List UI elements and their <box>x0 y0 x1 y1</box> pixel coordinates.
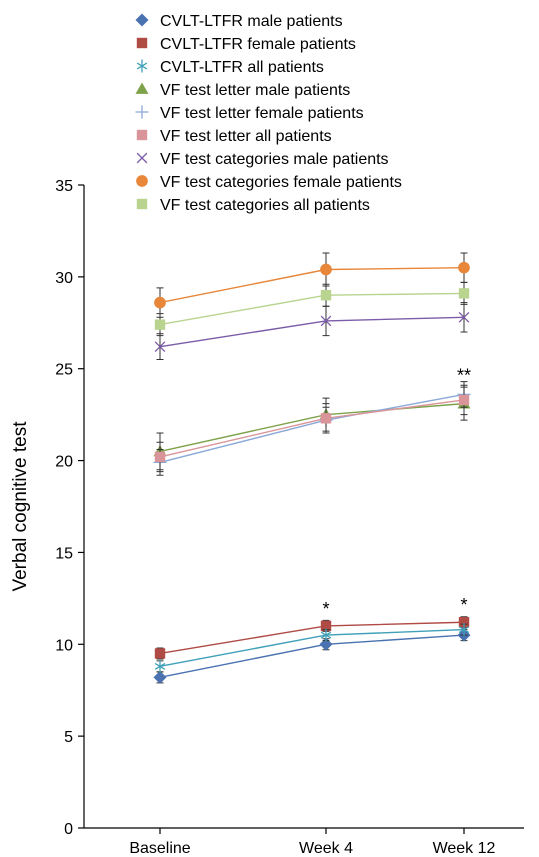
legend-label: CVLT-LTFR male patients <box>160 13 343 30</box>
legend-marker <box>135 105 149 119</box>
legend-label: VF test categories female patients <box>160 174 402 191</box>
data-point <box>320 263 332 276</box>
significance-marker: ** <box>457 366 471 386</box>
y-tick-label: 30 <box>55 270 73 287</box>
x-tick-label: Week 12 <box>433 840 496 857</box>
legend: CVLT-LTFR male patients CVLT-LTFR female … <box>135 13 402 214</box>
legend-marker <box>136 129 148 141</box>
data-point <box>458 394 470 406</box>
legend-entry: CVLT-LTFR male patients <box>135 13 343 30</box>
series <box>154 281 470 337</box>
data-point <box>154 451 166 463</box>
series-line <box>159 634 465 679</box>
legend-marker <box>136 198 148 210</box>
legend-marker <box>136 152 148 164</box>
legend-marker <box>135 13 149 27</box>
legend-label: VF test letter female patients <box>160 105 364 122</box>
y-tick-label: 25 <box>55 362 73 379</box>
x-tick-label: Week 4 <box>299 840 353 857</box>
legend-entry: VF test categories all patients <box>136 197 370 214</box>
legend-label: VF test letter male patients <box>160 82 350 99</box>
legend-marker <box>136 37 148 49</box>
legend-entry: VF test categories male patients <box>136 151 389 168</box>
y-tick-label: 15 <box>55 545 73 562</box>
legend-entry: VF test letter female patients <box>135 105 364 122</box>
data-point <box>320 413 332 424</box>
series <box>153 386 471 471</box>
data-point <box>458 261 470 274</box>
series <box>154 616 470 660</box>
data-point <box>320 315 332 327</box>
significance-marker: * <box>460 595 467 615</box>
series <box>154 252 470 318</box>
y-tick-label: 20 <box>55 454 73 471</box>
series-line <box>159 399 465 458</box>
y-tick-label: 0 <box>64 821 73 838</box>
axes <box>83 185 524 829</box>
data-point <box>320 290 332 301</box>
legend-marker <box>135 82 149 94</box>
legend-marker <box>136 59 148 73</box>
legend-label: CVLT-LTFR all patients <box>160 59 324 76</box>
data-point <box>320 628 332 642</box>
y-axis-title: Verbal cognitive test <box>10 421 31 592</box>
series-line <box>159 292 465 326</box>
legend-entry: VF test letter all patients <box>136 128 332 145</box>
legend-label: CVLT-LTFR female patients <box>160 36 356 53</box>
data-point <box>154 341 166 353</box>
x-tick-label: Baseline <box>129 840 190 857</box>
series-line <box>159 393 465 464</box>
legend-marker <box>136 175 148 187</box>
data-point <box>153 670 167 684</box>
data-point <box>458 623 470 637</box>
legend-label: VF test categories all patients <box>160 197 370 214</box>
legend-entry: CVLT-LTFR all patients <box>136 59 324 76</box>
y-tick-label: 10 <box>55 637 73 654</box>
data-point <box>458 617 470 628</box>
legend-entry: VF test letter male patients <box>135 82 350 99</box>
y-tick-label: 5 <box>64 729 73 746</box>
data-point <box>154 648 166 659</box>
data-point <box>154 319 166 330</box>
significance-annotations: * *** <box>322 366 471 619</box>
plot-area <box>153 252 471 684</box>
series <box>154 623 470 673</box>
data-point <box>458 311 470 323</box>
legend-label: VF test categories male patients <box>160 151 389 168</box>
data-point <box>458 288 470 299</box>
legend-entry: VF test categories female patients <box>136 174 402 191</box>
series-line <box>159 628 465 668</box>
data-point <box>154 296 166 309</box>
legend-label: VF test letter all patients <box>160 128 332 145</box>
series-line <box>159 316 465 348</box>
data-point <box>320 620 332 632</box>
series <box>154 384 470 473</box>
series <box>154 302 470 361</box>
legend-entry: CVLT-LTFR female patients <box>136 36 356 53</box>
series <box>153 381 471 476</box>
series-line <box>159 402 465 453</box>
y-axis-ticks: 0 5 10 15 20 25 30 35 <box>55 178 84 838</box>
significance-marker: * <box>322 599 329 619</box>
data-point <box>154 659 166 673</box>
y-tick-label: 35 <box>55 178 73 195</box>
series <box>153 628 471 684</box>
x-axis-ticks: Baseline Week 4 Week 12 <box>129 828 496 857</box>
